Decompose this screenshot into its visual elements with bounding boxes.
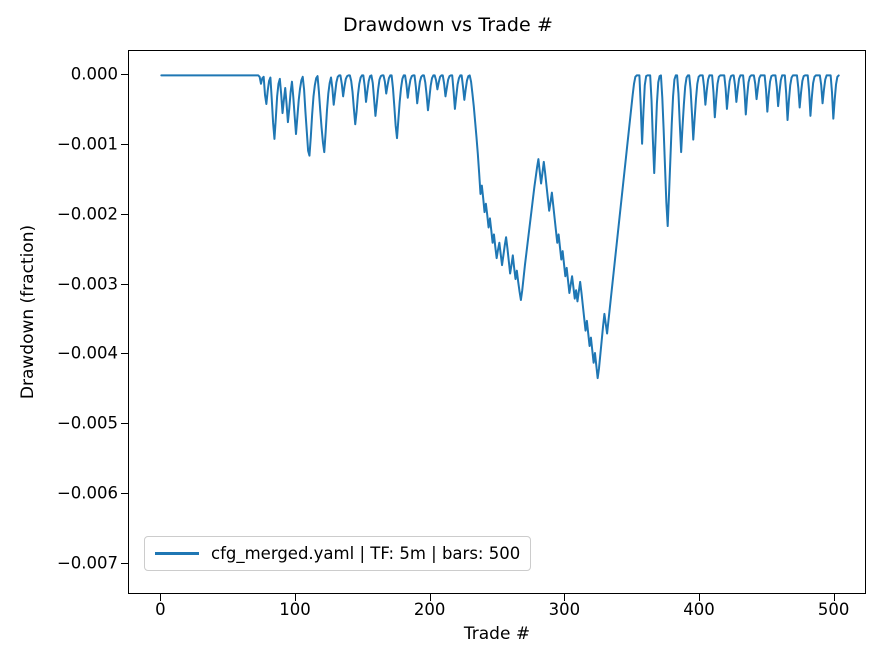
y-tick-mark: [121, 283, 128, 285]
y-tick-label: −0.001: [56, 134, 118, 154]
y-tick-label: −0.007: [56, 553, 118, 573]
y-tick-mark: [121, 144, 128, 146]
x-axis-tick-labels: 0 100 200 300 400 500: [128, 600, 866, 630]
x-tick-mark: [833, 594, 835, 601]
y-tick-mark: [121, 492, 128, 494]
drawdown-line-chart: [160, 74, 840, 380]
y-tick-label: −0.002: [56, 204, 118, 224]
x-tick-label: 300: [548, 600, 581, 619]
legend-line-swatch: [155, 552, 199, 555]
chart-legend: cfg_merged.yaml | TF: 5m | bars: 500: [144, 536, 532, 571]
x-tick-mark: [160, 594, 162, 601]
x-tick-mark: [294, 594, 296, 601]
x-axis-label: Trade #: [463, 624, 531, 644]
drawdown-series-line: [160, 74, 840, 380]
y-tick-mark: [121, 423, 128, 425]
x-tick-label: 400: [683, 600, 715, 619]
legend-entry-label: cfg_merged.yaml | TF: 5m | bars: 500: [211, 544, 521, 563]
y-tick-mark: [121, 562, 128, 564]
y-tick-label: −0.006: [56, 483, 118, 503]
y-tick-label: −0.005: [56, 413, 118, 433]
y-tick-label: 0.000: [70, 64, 118, 84]
x-tick-mark: [429, 594, 431, 601]
x-tick-mark: [699, 594, 700, 601]
page-title: Drawdown vs Trade #: [343, 14, 553, 36]
x-tick-label: 200: [413, 600, 446, 619]
x-tick-mark: [564, 594, 566, 601]
x-tick-label: 0: [155, 600, 166, 619]
y-tick-mark: [121, 353, 128, 355]
y-tick-mark: [121, 213, 128, 215]
plot-area: [128, 50, 866, 594]
y-axis-tick-labels: 0.000 −0.001 −0.002 −0.003 −0.004 −0.005 −0.00…: [0, 50, 118, 594]
y-tick-label: −0.004: [56, 343, 118, 363]
y-tick-label: −0.003: [56, 274, 118, 294]
x-tick-label: 100: [279, 600, 311, 619]
y-tick-mark: [121, 74, 128, 76]
x-tick-label: 500: [817, 600, 850, 619]
